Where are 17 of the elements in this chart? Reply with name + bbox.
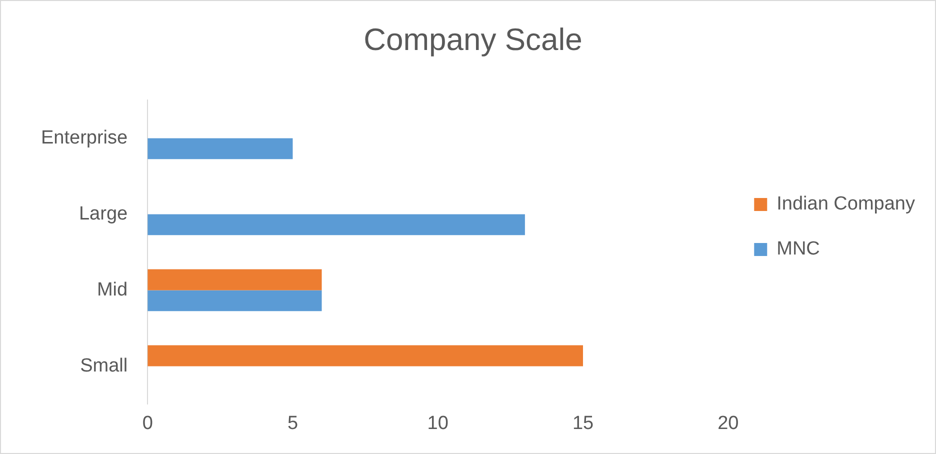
chart-title: Company Scale: [364, 22, 582, 58]
bar: [148, 269, 322, 290]
bar: [148, 290, 322, 312]
bar: [148, 214, 525, 236]
legend-label: Indian Company: [776, 194, 916, 215]
y-tick-label: Enterprise: [40, 127, 128, 148]
y-tick-label: Large: [78, 203, 128, 224]
bar: [148, 138, 293, 160]
legend-label: MNC: [776, 238, 820, 260]
x-tick-label: 0: [142, 412, 153, 434]
x-tick-label: 10: [427, 412, 448, 434]
x-tick-label: 5: [287, 412, 298, 434]
y-tick-label: Small: [80, 355, 128, 376]
bar: [148, 345, 583, 366]
y-tick-label: Mid: [96, 279, 128, 300]
x-tick-label: 20: [718, 412, 739, 434]
x-tick-label: 15: [572, 412, 594, 434]
